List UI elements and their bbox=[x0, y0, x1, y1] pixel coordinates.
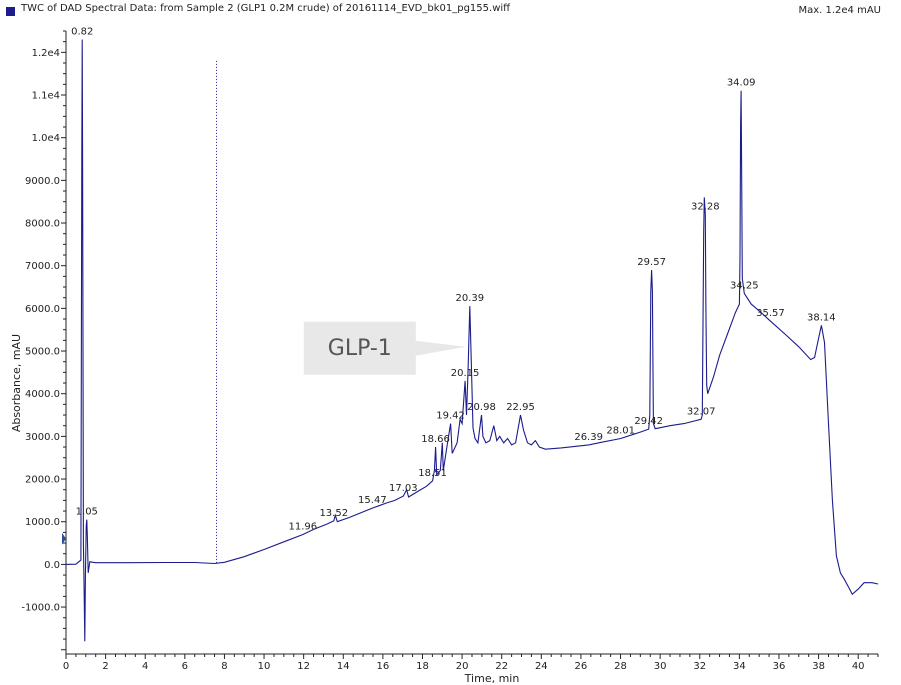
y-tick-label: 8000.0 bbox=[25, 219, 60, 230]
peak-label: 13.52 bbox=[319, 508, 348, 519]
y-tick-label: 7000.0 bbox=[25, 261, 60, 272]
x-tick-label: 32 bbox=[693, 661, 706, 672]
peak-label: 35.57 bbox=[756, 308, 785, 319]
twc-trace-line bbox=[65, 39, 879, 642]
x-tick-label: 0 bbox=[63, 661, 69, 672]
y-tick-label: 5000.0 bbox=[25, 347, 60, 358]
peak-label: 17.03 bbox=[389, 483, 418, 494]
peak-label: 38.14 bbox=[807, 312, 836, 323]
x-tick-label: 24 bbox=[535, 661, 548, 672]
peak-label: 1.05 bbox=[76, 507, 98, 518]
peak-label: 34.09 bbox=[727, 78, 756, 89]
x-tick-label: 8 bbox=[221, 661, 227, 672]
x-tick-label: 28 bbox=[614, 661, 627, 672]
x-tick-label: 38 bbox=[812, 661, 825, 672]
max-absorbance-label: Max. 1.2e4 mAU bbox=[798, 5, 881, 16]
peak-label: 20.98 bbox=[467, 402, 496, 413]
callout-box bbox=[303, 321, 466, 375]
y-tick-label: 9000.0 bbox=[25, 176, 60, 187]
peak-label: 15.47 bbox=[358, 495, 387, 506]
chart-header-title: TWC of DAD Spectral Data: from Sample 2 … bbox=[21, 3, 511, 14]
y-axis-position-marker[interactable] bbox=[62, 532, 66, 545]
y-tick-label: 3000.0 bbox=[25, 432, 60, 443]
peak-label: 34.25 bbox=[730, 280, 759, 291]
glp1-callout: GLP-1 bbox=[303, 321, 466, 375]
y-tick-label: 6000.0 bbox=[25, 304, 60, 315]
peak-label: 20.15 bbox=[451, 368, 480, 379]
y-tick-label: 1.2e4 bbox=[32, 48, 60, 59]
x-tick-label: 18 bbox=[416, 661, 429, 672]
x-tick-label: 14 bbox=[337, 661, 350, 672]
y-tick-label: 4000.0 bbox=[25, 389, 60, 400]
x-tick-label: 40 bbox=[852, 661, 865, 672]
axis-ticks: 0 2 4 6 8 10 12 14 16 18 20 22 24 26 28 30 32 34 36 38 40-10… bbox=[21, 30, 879, 672]
peak-label: 29.57 bbox=[637, 257, 666, 268]
y-tick-label: 0.0 bbox=[44, 560, 60, 571]
legend-marker bbox=[6, 7, 15, 16]
peak-label: 22.95 bbox=[506, 402, 535, 413]
x-tick-label: 2 bbox=[102, 661, 108, 672]
x-tick-label: 12 bbox=[297, 661, 310, 672]
y-axis-title: Absorbance, mAU bbox=[10, 334, 23, 432]
peak-label: 18.66 bbox=[421, 434, 450, 445]
x-tick-label: 16 bbox=[377, 661, 390, 672]
peak-label: 18.51 bbox=[418, 468, 447, 479]
y-tick-label: 1.0e4 bbox=[32, 133, 60, 144]
peak-label: 11.96 bbox=[289, 522, 318, 533]
y-tick-label: 1.1e4 bbox=[32, 91, 60, 102]
peak-label: 28.01 bbox=[606, 426, 635, 437]
x-tick-label: 6 bbox=[182, 661, 188, 672]
x-tick-label: 20 bbox=[456, 661, 469, 672]
x-tick-label: 26 bbox=[575, 661, 588, 672]
peak-label: 32.07 bbox=[687, 406, 716, 417]
y-tick-label: 1000.0 bbox=[25, 517, 60, 528]
peak-label: 26.39 bbox=[574, 432, 603, 443]
axes bbox=[65, 31, 878, 655]
peak-label: 29.42 bbox=[634, 416, 663, 427]
x-tick-label: 30 bbox=[654, 661, 667, 672]
y-tick-label: 2000.0 bbox=[25, 475, 60, 486]
x-tick-label: 10 bbox=[258, 661, 271, 672]
y-tick-label: -1000.0 bbox=[21, 603, 60, 614]
peak-label: 0.82 bbox=[71, 27, 93, 38]
x-axis-title: Time, min bbox=[464, 672, 520, 685]
x-tick-label: 4 bbox=[142, 661, 148, 672]
x-tick-label: 22 bbox=[495, 661, 508, 672]
x-tick-label: 34 bbox=[733, 661, 746, 672]
peak-label: 19.42 bbox=[436, 411, 465, 422]
peak-label: 32.28 bbox=[691, 201, 720, 212]
peak-label: 20.39 bbox=[456, 293, 485, 304]
callout-text: GLP-1 bbox=[328, 336, 392, 361]
x-tick-label: 36 bbox=[773, 661, 786, 672]
